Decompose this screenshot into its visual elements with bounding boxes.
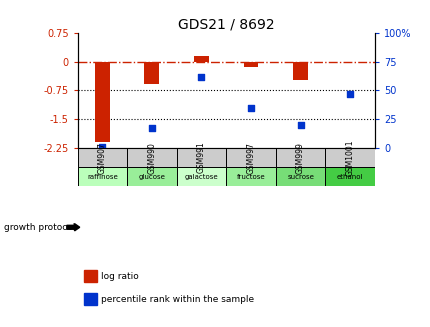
Point [148, 126, 155, 131]
Point [247, 105, 254, 110]
Text: GSM997: GSM997 [246, 142, 255, 174]
Text: ethanol: ethanol [336, 174, 362, 180]
Point [346, 91, 353, 96]
Text: sucrose: sucrose [286, 174, 313, 180]
Text: galactose: galactose [184, 174, 218, 180]
Bar [194, 56, 209, 61]
Bar [275, 148, 325, 167]
Bar [127, 167, 176, 186]
Point [197, 74, 205, 79]
Bar [176, 167, 226, 186]
Text: percentile rank within the sample: percentile rank within the sample [101, 295, 254, 304]
Bar [77, 148, 127, 167]
Text: fructose: fructose [236, 174, 265, 180]
Point [297, 122, 304, 128]
Text: log ratio: log ratio [101, 272, 139, 281]
Title: GDS21 / 8692: GDS21 / 8692 [178, 18, 274, 31]
Text: GSM1001: GSM1001 [345, 139, 354, 176]
Text: raffinose: raffinose [87, 174, 117, 180]
Bar [325, 148, 374, 167]
Bar [243, 61, 258, 67]
Text: GSM907: GSM907 [98, 142, 107, 174]
Text: GSM990: GSM990 [147, 142, 156, 174]
Point [98, 144, 106, 149]
Bar [325, 167, 374, 186]
Text: GSM991: GSM991 [197, 142, 206, 173]
Bar [292, 61, 307, 80]
Bar [144, 61, 159, 84]
Bar [176, 148, 226, 167]
Bar [226, 148, 275, 167]
Text: growth protocol: growth protocol [4, 223, 76, 232]
Text: glucose: glucose [138, 174, 165, 180]
Bar [95, 61, 110, 142]
Bar [77, 167, 127, 186]
Bar [226, 167, 275, 186]
Bar [127, 148, 176, 167]
Text: GSM999: GSM999 [295, 142, 304, 174]
Bar [275, 167, 325, 186]
